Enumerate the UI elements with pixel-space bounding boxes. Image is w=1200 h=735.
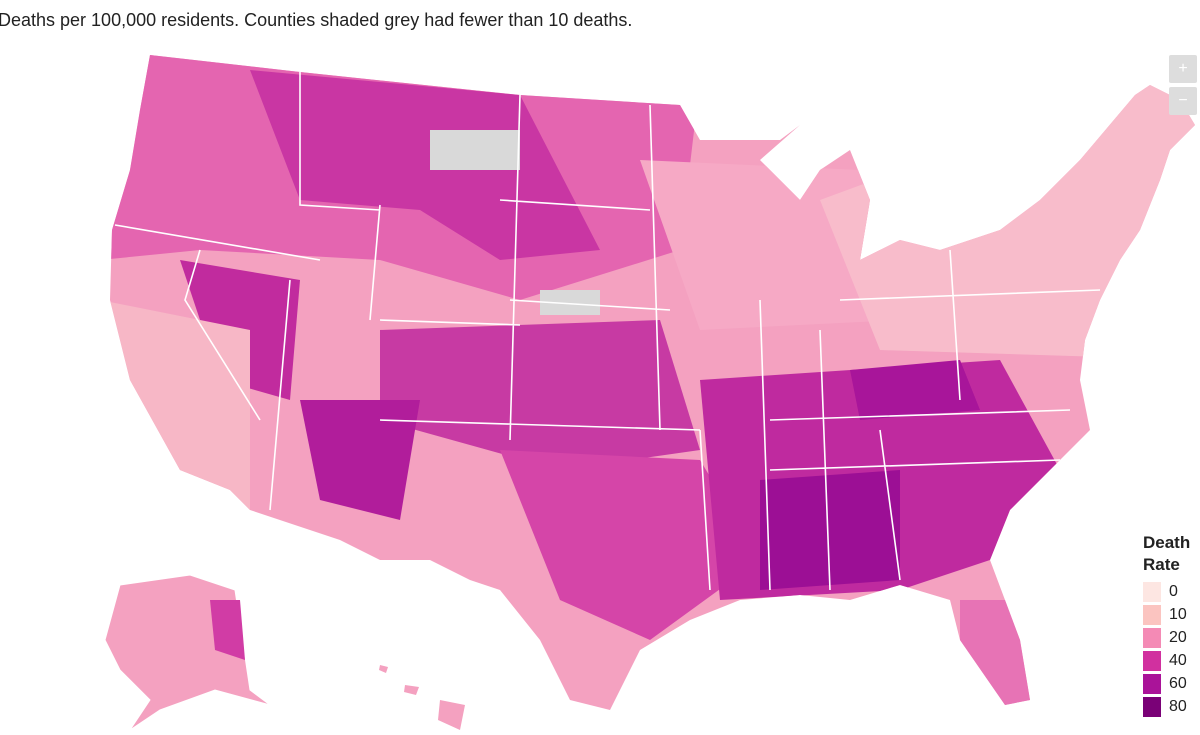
legend-swatch [1143, 627, 1161, 648]
legend-swatch [1143, 604, 1161, 625]
legend-swatch [1143, 673, 1161, 694]
legend-label: 80 [1169, 697, 1187, 715]
alaska-region [210, 600, 245, 660]
hawaii [379, 665, 465, 730]
legend-label: 0 [1169, 582, 1178, 600]
alaska [104, 574, 291, 731]
legend-swatch [1143, 650, 1161, 671]
legend: Death Rate 0 10 20 40 60 80 [1143, 532, 1200, 718]
zoom-in[interactable]: + [1169, 55, 1197, 83]
subtitle: Deaths per 100,000 residents. Counties s… [0, 10, 633, 30]
legend-swatch [1143, 581, 1161, 602]
legend-label: 60 [1169, 674, 1187, 692]
zoom-out[interactable]: − [1169, 87, 1197, 115]
legend-swatch [1143, 696, 1161, 717]
legend-item: 10 [1143, 603, 1200, 626]
state-borders [114, 72, 1101, 591]
legend-label: 40 [1169, 651, 1187, 669]
legend-item: 40 [1143, 649, 1200, 672]
legend-label: 20 [1169, 628, 1187, 646]
legend-items: 0 10 20 40 60 80 [1143, 580, 1200, 718]
legend-item: 60 [1143, 672, 1200, 695]
legend-item: 0 [1143, 580, 1200, 603]
legend-item: 20 [1143, 626, 1200, 649]
legend-item: 80 [1143, 695, 1200, 718]
legend-label: 10 [1169, 605, 1187, 623]
legend-title: Death Rate [1143, 533, 1191, 574]
